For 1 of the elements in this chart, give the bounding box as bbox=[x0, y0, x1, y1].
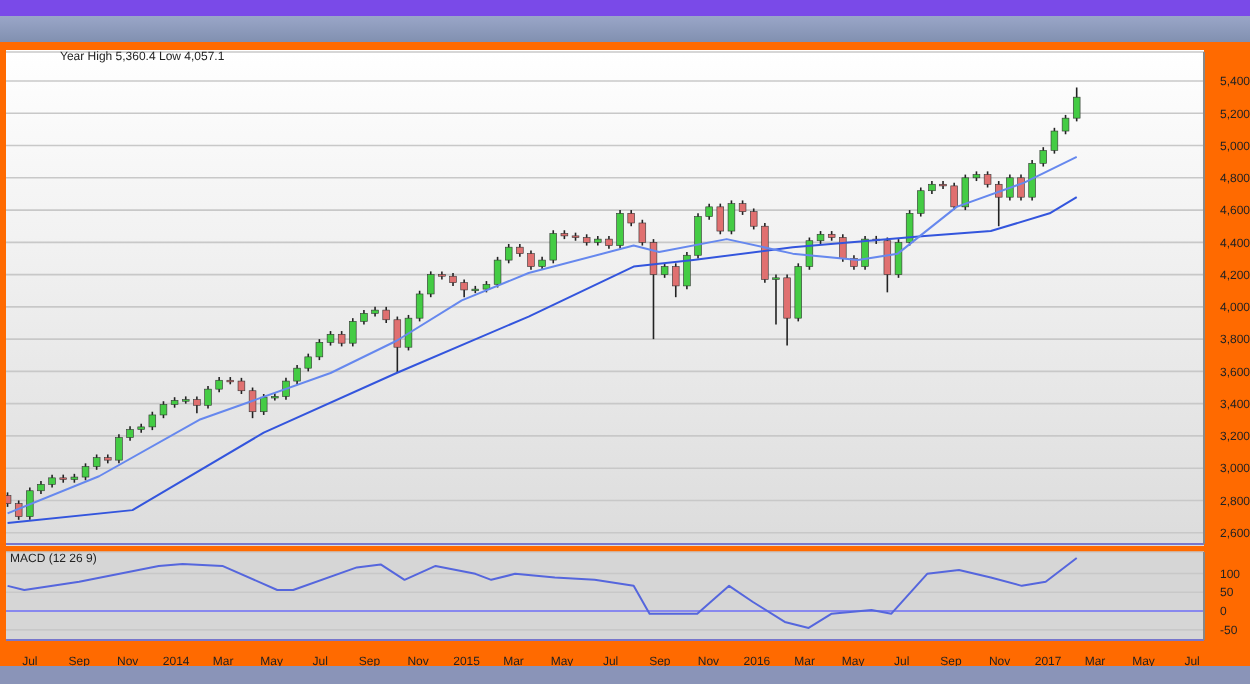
line-series bbox=[6, 557, 1078, 629]
